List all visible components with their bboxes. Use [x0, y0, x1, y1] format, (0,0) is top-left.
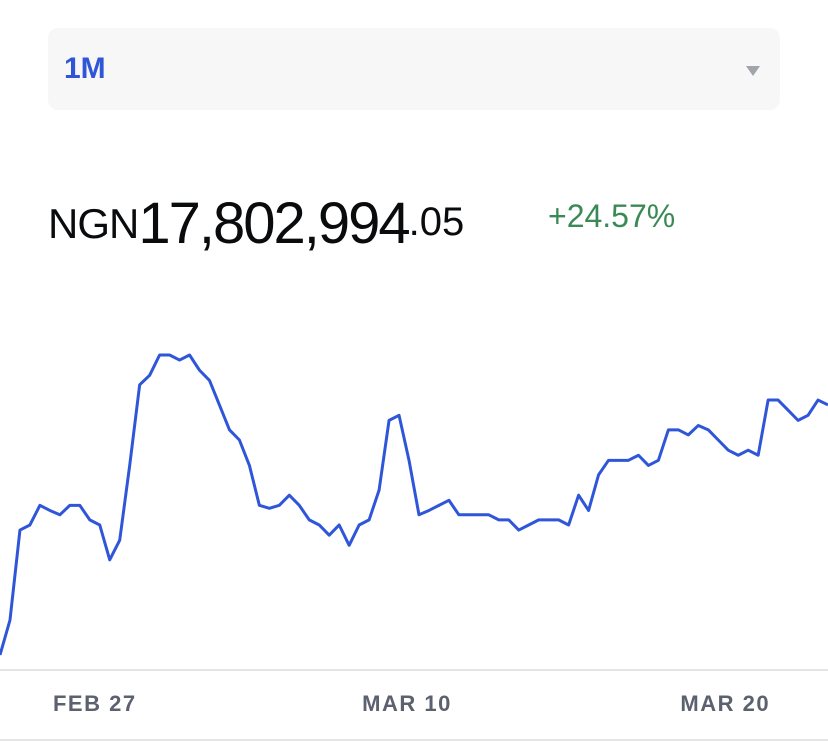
x-tick-label: MAR 20 — [680, 691, 770, 716]
price: NGN17,802,994.05 — [48, 190, 464, 257]
period-label: 1M — [64, 52, 106, 85]
x-tick-label: MAR 10 — [362, 691, 452, 716]
price-line — [0, 353, 828, 656]
dropdown-arrow — [746, 66, 760, 76]
currency: NGN — [48, 200, 139, 247]
price-integer: 17,802,994 — [138, 191, 410, 256]
period-dropdown[interactable]: 1M — [48, 28, 780, 110]
price-change: +24.57% — [548, 198, 676, 234]
x-tick-label: FEB 27 — [53, 691, 137, 716]
price-decimal: .05 — [408, 200, 465, 244]
